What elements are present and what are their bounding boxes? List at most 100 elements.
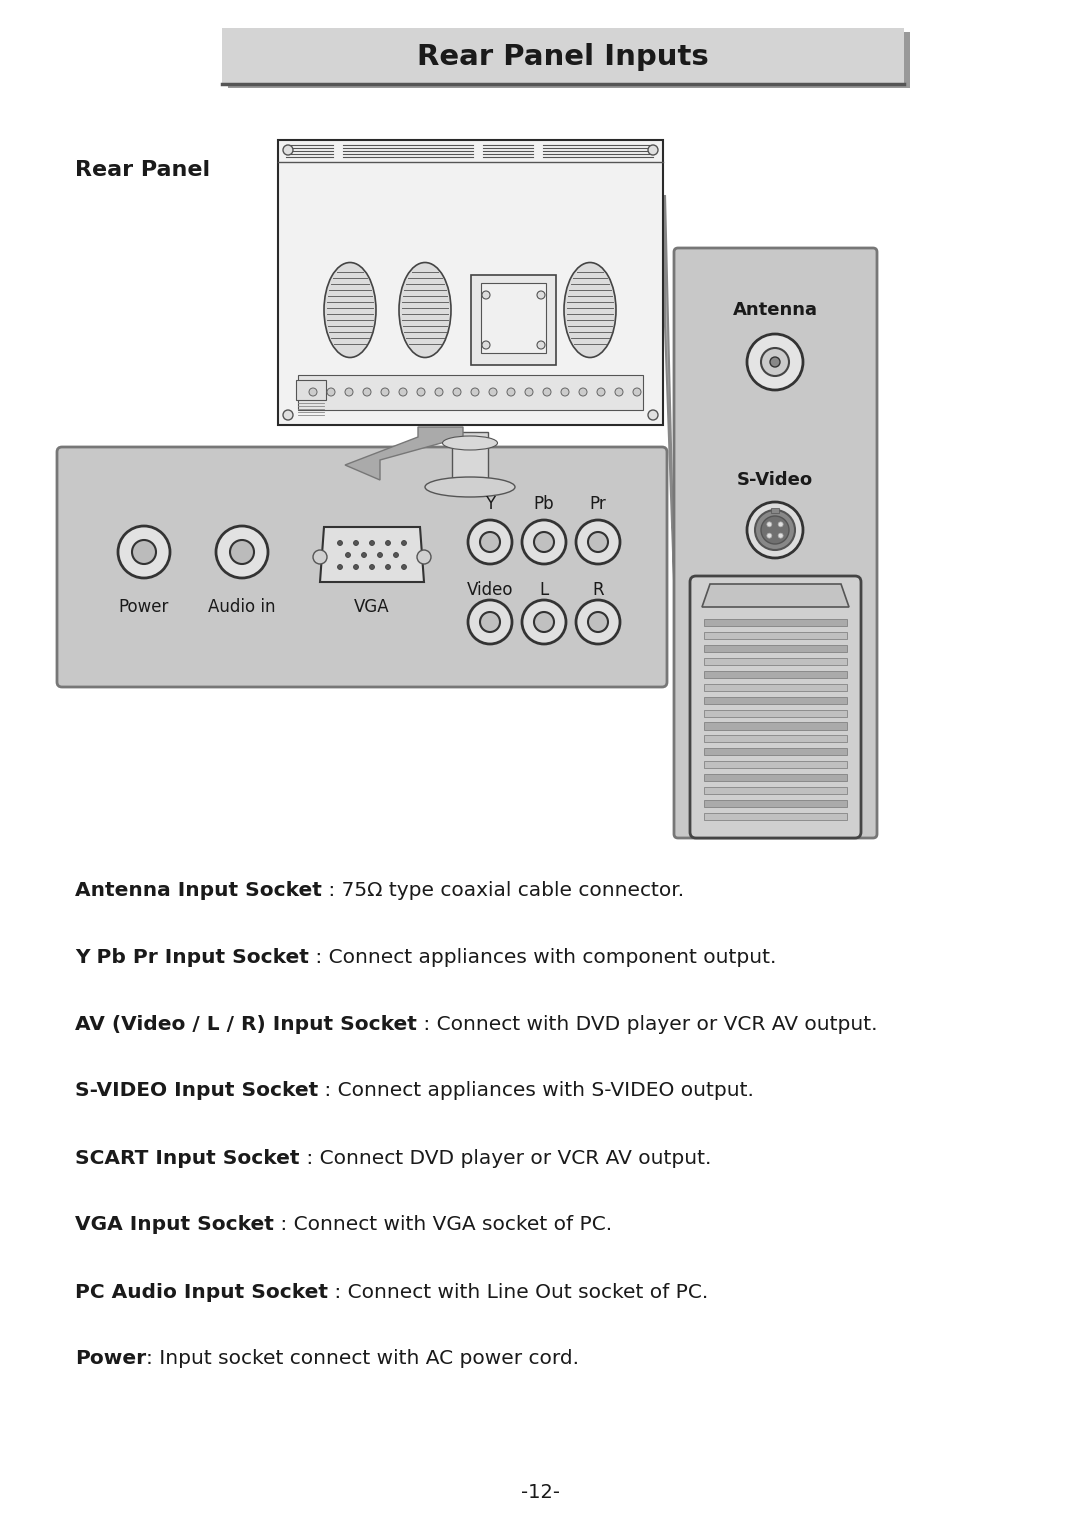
Circle shape [337,541,342,545]
Circle shape [767,523,772,527]
Circle shape [525,388,534,396]
Bar [704,697,847,704]
Circle shape [588,613,608,633]
Circle shape [648,145,658,154]
Text: : Connect with DVD player or VCR AV output.: : Connect with DVD player or VCR AV outp… [417,1015,877,1033]
Circle shape [537,290,545,299]
Circle shape [369,541,375,545]
Text: PC Audio Input Socket: PC Audio Input Socket [75,1282,328,1302]
Circle shape [345,388,353,396]
Circle shape [283,145,293,154]
Circle shape [537,341,545,348]
Bar [704,761,847,769]
Circle shape [482,290,490,299]
Circle shape [386,564,391,570]
Circle shape [522,601,566,643]
Circle shape [761,516,789,544]
Text: Audio in: Audio in [208,597,275,616]
Circle shape [346,553,351,558]
Bar [471,275,556,365]
Circle shape [480,532,500,552]
Bar [704,657,847,665]
Circle shape [378,553,382,558]
Ellipse shape [564,263,616,358]
Circle shape [597,388,605,396]
Circle shape [576,520,620,564]
Text: : Connect with VGA socket of PC.: : Connect with VGA socket of PC. [274,1215,612,1235]
Bar [704,633,847,639]
Circle shape [534,613,554,633]
Circle shape [453,388,461,396]
Text: S-VIDEO Input Socket: S-VIDEO Input Socket [75,1082,319,1100]
Text: Rear Panel Inputs: Rear Panel Inputs [417,43,708,70]
Circle shape [633,388,642,396]
Text: Antenna: Antenna [732,301,818,319]
Bar [704,787,847,795]
Text: Pb: Pb [534,495,554,513]
Text: Video: Video [467,581,513,599]
Bar [704,723,847,729]
Circle shape [393,553,399,558]
Ellipse shape [399,263,451,358]
Text: : Connect appliances with component output.: : Connect appliances with component outp… [309,947,777,967]
Bar [298,374,643,410]
Circle shape [402,564,406,570]
Circle shape [402,541,406,545]
Bar [704,801,847,807]
Circle shape [480,613,500,633]
Circle shape [482,341,490,348]
Circle shape [471,388,480,396]
Bar [453,432,488,480]
Text: Power: Power [119,597,170,616]
Circle shape [435,388,443,396]
Circle shape [313,550,327,564]
Text: Rear Panel: Rear Panel [75,160,211,180]
Text: S-Video: S-Video [737,471,813,489]
Circle shape [579,388,588,396]
Circle shape [362,553,366,558]
Circle shape [381,388,389,396]
Bar [222,28,904,84]
Circle shape [309,388,318,396]
Text: Power: Power [75,1349,146,1369]
Bar [278,141,663,425]
Bar [704,619,847,626]
Text: AV (Video / L / R) Input Socket: AV (Video / L / R) Input Socket [75,1015,417,1033]
Bar [481,283,546,353]
Circle shape [337,564,342,570]
Text: : 75Ω type coaxial cable connector.: : 75Ω type coaxial cable connector. [322,880,684,900]
Text: : Connect with Line Out socket of PC.: : Connect with Line Out socket of PC. [328,1282,708,1302]
Circle shape [534,532,554,552]
Circle shape [770,358,780,367]
Polygon shape [702,584,849,607]
Bar [704,645,847,652]
Circle shape [353,564,359,570]
Ellipse shape [426,477,515,497]
Ellipse shape [324,263,376,358]
Bar [771,507,779,513]
Text: VGA: VGA [354,597,390,616]
Circle shape [417,388,426,396]
Circle shape [417,550,431,564]
Bar [704,813,847,821]
Text: : Connect DVD player or VCR AV output.: : Connect DVD player or VCR AV output. [299,1149,711,1167]
Bar [228,32,910,89]
Circle shape [369,564,375,570]
Circle shape [648,410,658,420]
Circle shape [755,510,795,550]
Text: : Input socket connect with AC power cord.: : Input socket connect with AC power cor… [146,1349,579,1369]
Bar [704,683,847,691]
Circle shape [386,541,391,545]
FancyBboxPatch shape [690,576,861,837]
Circle shape [779,523,783,527]
Bar [704,749,847,755]
Text: Pr: Pr [590,495,606,513]
Text: -12-: -12- [521,1482,559,1502]
Bar [296,380,326,400]
Circle shape [747,503,804,558]
Circle shape [779,533,783,538]
Circle shape [283,410,293,420]
Bar [704,775,847,781]
Text: : Connect appliances with S-VIDEO output.: : Connect appliances with S-VIDEO output… [319,1082,754,1100]
Text: R: R [592,581,604,599]
